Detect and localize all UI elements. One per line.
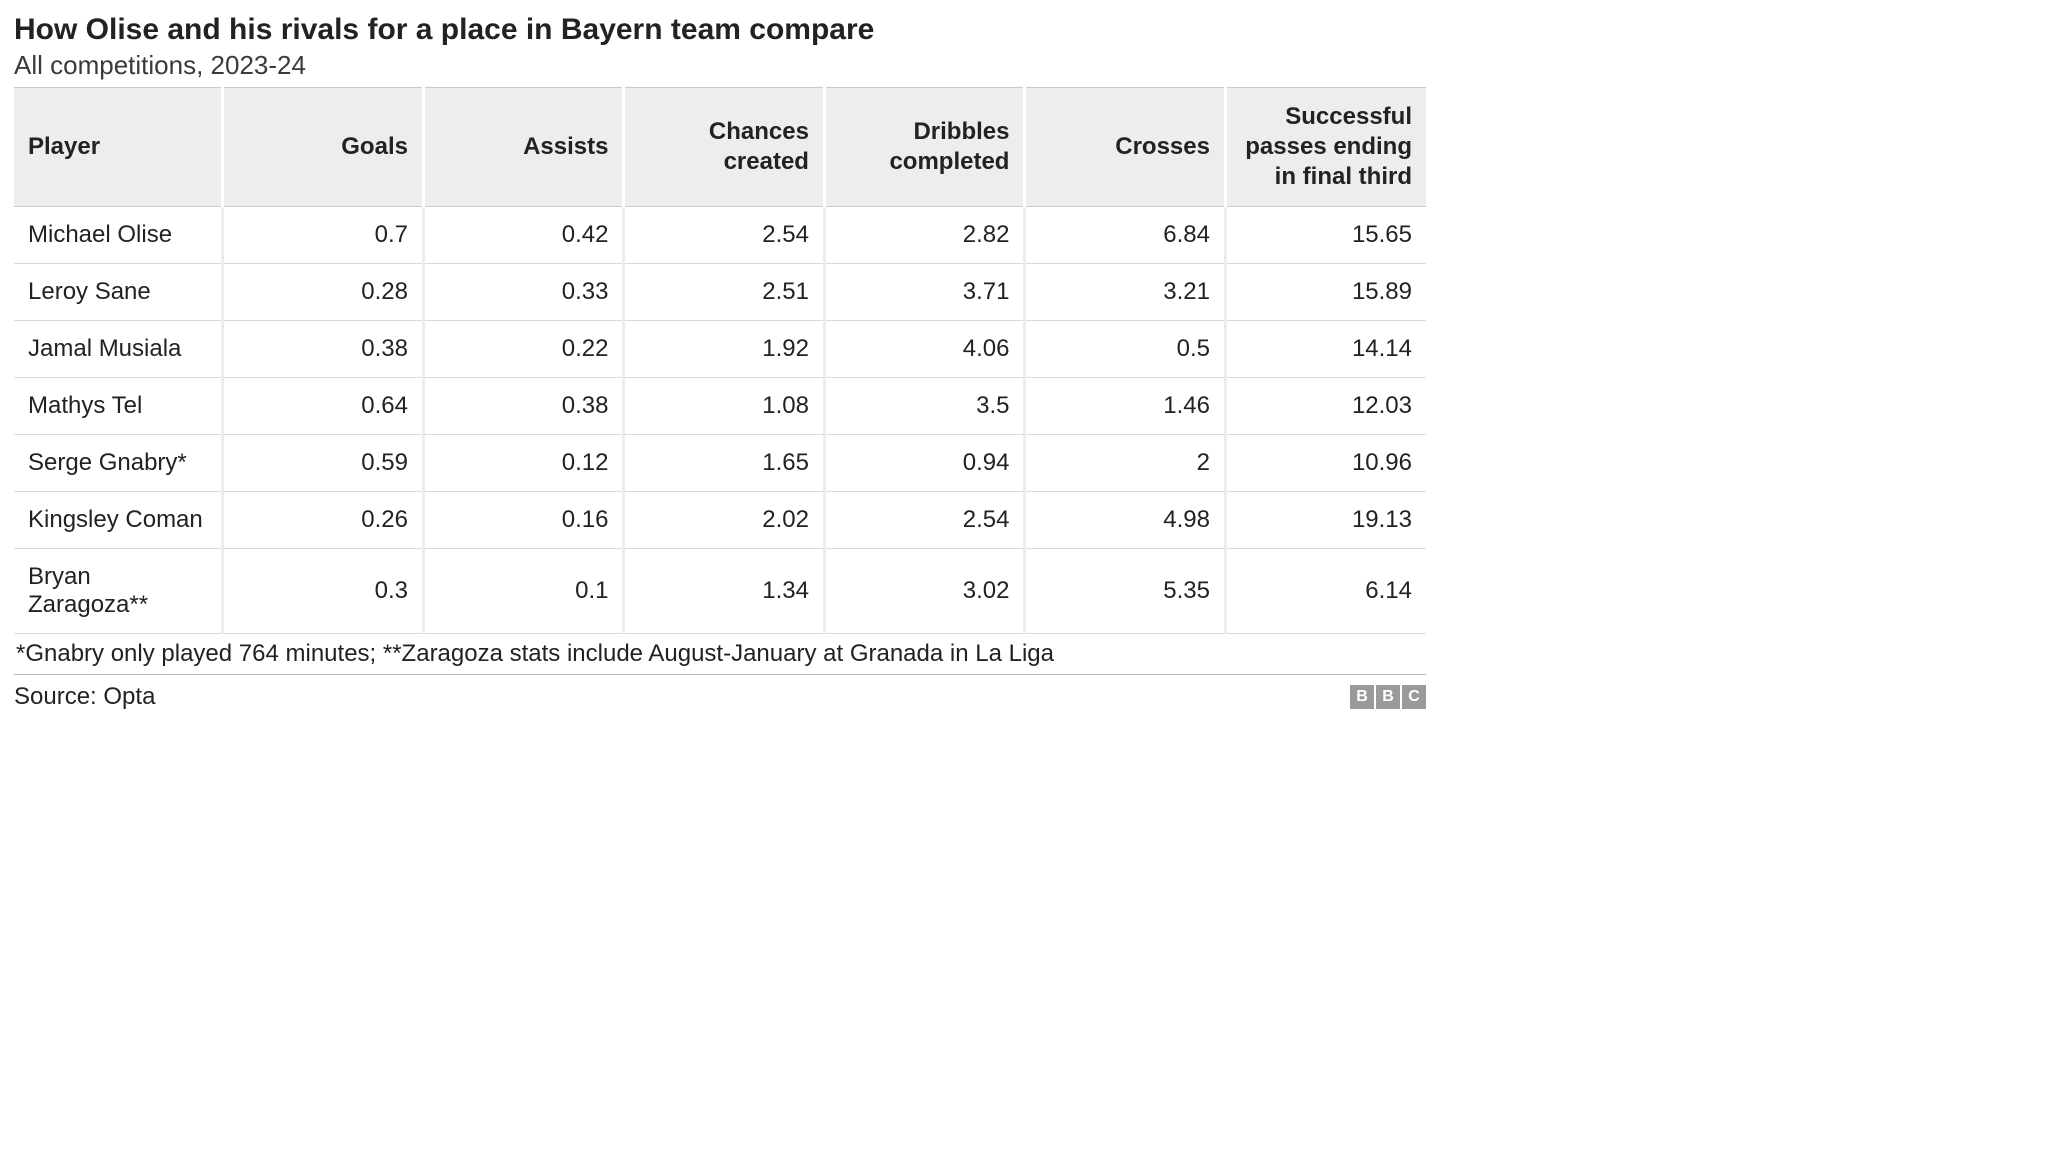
col-header-crosses: Crosses [1025, 88, 1226, 207]
cell-player: Leroy Sane [14, 264, 223, 321]
cell-goals: 0.38 [223, 321, 424, 378]
cell-assists: 0.33 [423, 264, 624, 321]
table-header-row: Player Goals Assists Chances created Dri… [14, 88, 1426, 207]
bbc-logo-icon: B B C [1350, 685, 1426, 709]
cell-passes: 14.14 [1225, 321, 1426, 378]
col-header-player: Player [14, 88, 223, 207]
table-row: Leroy Sane 0.28 0.33 2.51 3.71 3.21 15.8… [14, 264, 1426, 321]
cell-crosses: 0.5 [1025, 321, 1226, 378]
cell-player: Bryan Zaragoza** [14, 549, 223, 634]
stats-table: Player Goals Assists Chances created Dri… [14, 87, 1426, 634]
cell-crosses: 4.98 [1025, 492, 1226, 549]
cell-passes: 19.13 [1225, 492, 1426, 549]
chart-subtitle: All competitions, 2023-24 [14, 50, 1426, 81]
cell-crosses: 3.21 [1025, 264, 1226, 321]
cell-dribbles: 3.02 [824, 549, 1025, 634]
cell-chances: 1.65 [624, 435, 825, 492]
cell-assists: 0.12 [423, 435, 624, 492]
cell-assists: 0.42 [423, 207, 624, 264]
table-footnote: *Gnabry only played 764 minutes; **Zarag… [14, 634, 1426, 675]
table-row: Michael Olise 0.7 0.42 2.54 2.82 6.84 15… [14, 207, 1426, 264]
bbc-logo-letter: C [1402, 685, 1426, 709]
data-source: Source: Opta [14, 683, 155, 711]
col-header-assists: Assists [423, 88, 624, 207]
cell-assists: 0.38 [423, 378, 624, 435]
col-header-dribbles: Dribbles completed [824, 88, 1025, 207]
cell-crosses: 6.84 [1025, 207, 1226, 264]
col-header-chances: Chances created [624, 88, 825, 207]
cell-assists: 0.1 [423, 549, 624, 634]
cell-chances: 2.51 [624, 264, 825, 321]
table-row: Kingsley Coman 0.26 0.16 2.02 2.54 4.98 … [14, 492, 1426, 549]
cell-chances: 1.92 [624, 321, 825, 378]
source-row: Source: Opta B B C [14, 675, 1426, 711]
cell-goals: 0.59 [223, 435, 424, 492]
cell-passes: 12.03 [1225, 378, 1426, 435]
cell-assists: 0.16 [423, 492, 624, 549]
cell-assists: 0.22 [423, 321, 624, 378]
cell-goals: 0.3 [223, 549, 424, 634]
cell-player: Mathys Tel [14, 378, 223, 435]
bbc-logo-letter: B [1376, 685, 1400, 709]
cell-goals: 0.26 [223, 492, 424, 549]
cell-dribbles: 2.82 [824, 207, 1025, 264]
cell-goals: 0.7 [223, 207, 424, 264]
cell-dribbles: 0.94 [824, 435, 1025, 492]
table-row: Bryan Zaragoza** 0.3 0.1 1.34 3.02 5.35 … [14, 549, 1426, 634]
table-row: Serge Gnabry* 0.59 0.12 1.65 0.94 2 10.9… [14, 435, 1426, 492]
chart-title: How Olise and his rivals for a place in … [14, 12, 1426, 48]
cell-player: Serge Gnabry* [14, 435, 223, 492]
cell-crosses: 2 [1025, 435, 1226, 492]
cell-passes: 15.65 [1225, 207, 1426, 264]
col-header-passes: Successful passes ending in final third [1225, 88, 1426, 207]
cell-player: Jamal Musiala [14, 321, 223, 378]
table-body: Michael Olise 0.7 0.42 2.54 2.82 6.84 15… [14, 207, 1426, 634]
col-header-goals: Goals [223, 88, 424, 207]
cell-passes: 6.14 [1225, 549, 1426, 634]
cell-passes: 15.89 [1225, 264, 1426, 321]
cell-chances: 1.34 [624, 549, 825, 634]
chart-container: How Olise and his rivals for a place in … [0, 0, 1440, 725]
cell-goals: 0.64 [223, 378, 424, 435]
cell-chances: 1.08 [624, 378, 825, 435]
cell-passes: 10.96 [1225, 435, 1426, 492]
cell-crosses: 5.35 [1025, 549, 1226, 634]
cell-dribbles: 4.06 [824, 321, 1025, 378]
cell-crosses: 1.46 [1025, 378, 1226, 435]
table-row: Mathys Tel 0.64 0.38 1.08 3.5 1.46 12.03 [14, 378, 1426, 435]
cell-chances: 2.02 [624, 492, 825, 549]
cell-dribbles: 3.5 [824, 378, 1025, 435]
cell-dribbles: 2.54 [824, 492, 1025, 549]
table-row: Jamal Musiala 0.38 0.22 1.92 4.06 0.5 14… [14, 321, 1426, 378]
cell-dribbles: 3.71 [824, 264, 1025, 321]
cell-chances: 2.54 [624, 207, 825, 264]
bbc-logo-letter: B [1350, 685, 1374, 709]
cell-goals: 0.28 [223, 264, 424, 321]
cell-player: Kingsley Coman [14, 492, 223, 549]
cell-player: Michael Olise [14, 207, 223, 264]
